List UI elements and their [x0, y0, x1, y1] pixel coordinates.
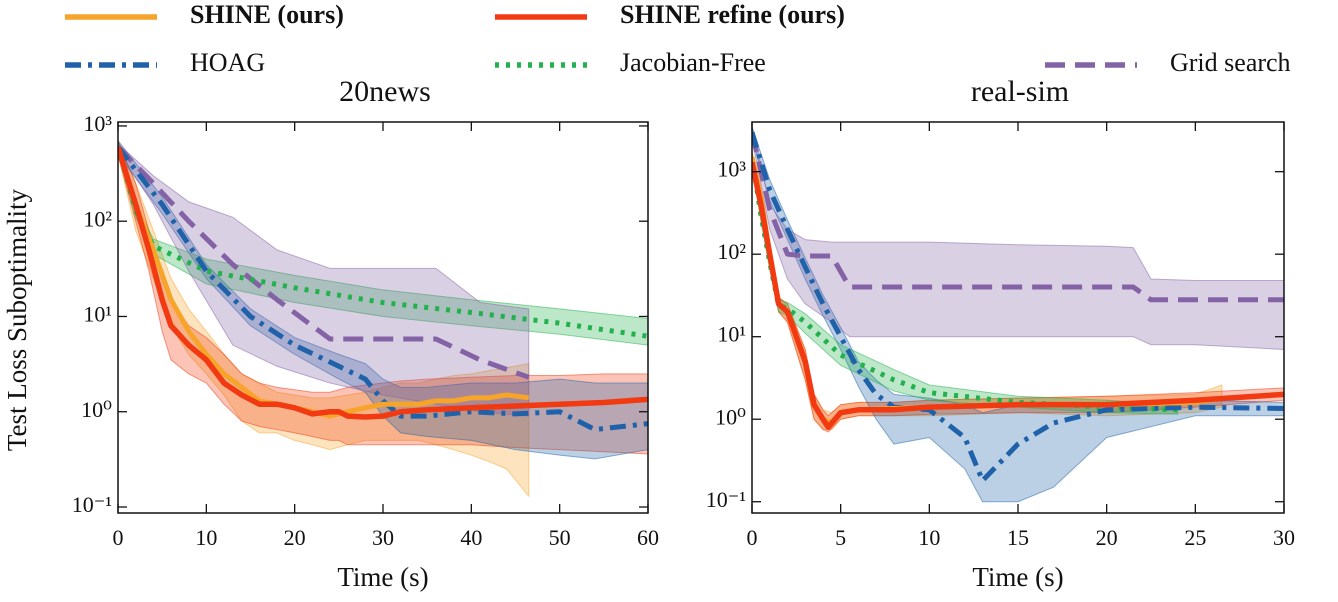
legend-label: Grid search	[1170, 48, 1291, 77]
y-tick-label: 10⁰	[81, 397, 112, 422]
x-tick-label: 30	[372, 525, 394, 550]
y-tick-label: 10⁰	[715, 404, 746, 429]
y-tick-label: 10⁻¹	[72, 492, 112, 517]
x-axis-label: Time (s)	[337, 562, 428, 592]
x-tick-label: 20	[1096, 525, 1118, 550]
line	[118, 146, 648, 420]
line	[118, 145, 530, 380]
x-tick-label: 0	[113, 525, 124, 550]
band	[118, 143, 530, 417]
x-axis-label: Time (s)	[972, 562, 1063, 592]
x-tick-label: 50	[549, 525, 571, 550]
x-tick-label: 25	[1184, 525, 1206, 550]
y-tick-label: 10¹	[717, 322, 746, 347]
x-tick-label: 20	[284, 525, 306, 550]
chart-title: 20news	[339, 75, 431, 108]
y-tick-label: 10²	[717, 239, 746, 264]
band	[752, 126, 1284, 350]
y-tick-label: 10³	[83, 111, 112, 136]
legend-label: HOAG	[190, 48, 265, 77]
band	[752, 152, 1179, 415]
x-tick-label: 60	[637, 525, 659, 550]
plot-area	[118, 139, 648, 498]
x-tick-label: 0	[747, 525, 758, 550]
line	[118, 145, 648, 433]
y-axis-label: Test Loss Suboptimality	[2, 188, 32, 451]
x-tick-label: 5	[835, 525, 846, 550]
legend-label: Jacobian-Free	[620, 48, 766, 77]
y-tick-label: 10¹	[83, 302, 112, 327]
y-tick-label: 10²	[83, 206, 112, 231]
legend-label: SHINE (ours)	[190, 0, 344, 29]
x-tick-label: 40	[460, 525, 482, 550]
band	[118, 140, 648, 455]
line	[752, 131, 1284, 303]
x-tick-label: 15	[1007, 525, 1029, 550]
plot-area	[752, 126, 1284, 503]
x-tick-label: 10	[918, 525, 940, 550]
y-tick-label: 10³	[717, 157, 746, 182]
chart-title: real-sim	[971, 75, 1069, 108]
x-tick-label: 10	[195, 525, 217, 550]
legend-label: SHINE refine (ours)	[620, 0, 845, 29]
y-tick-label: 10⁻¹	[706, 487, 746, 512]
line	[752, 161, 1284, 430]
x-tick-label: 30	[1273, 525, 1295, 550]
